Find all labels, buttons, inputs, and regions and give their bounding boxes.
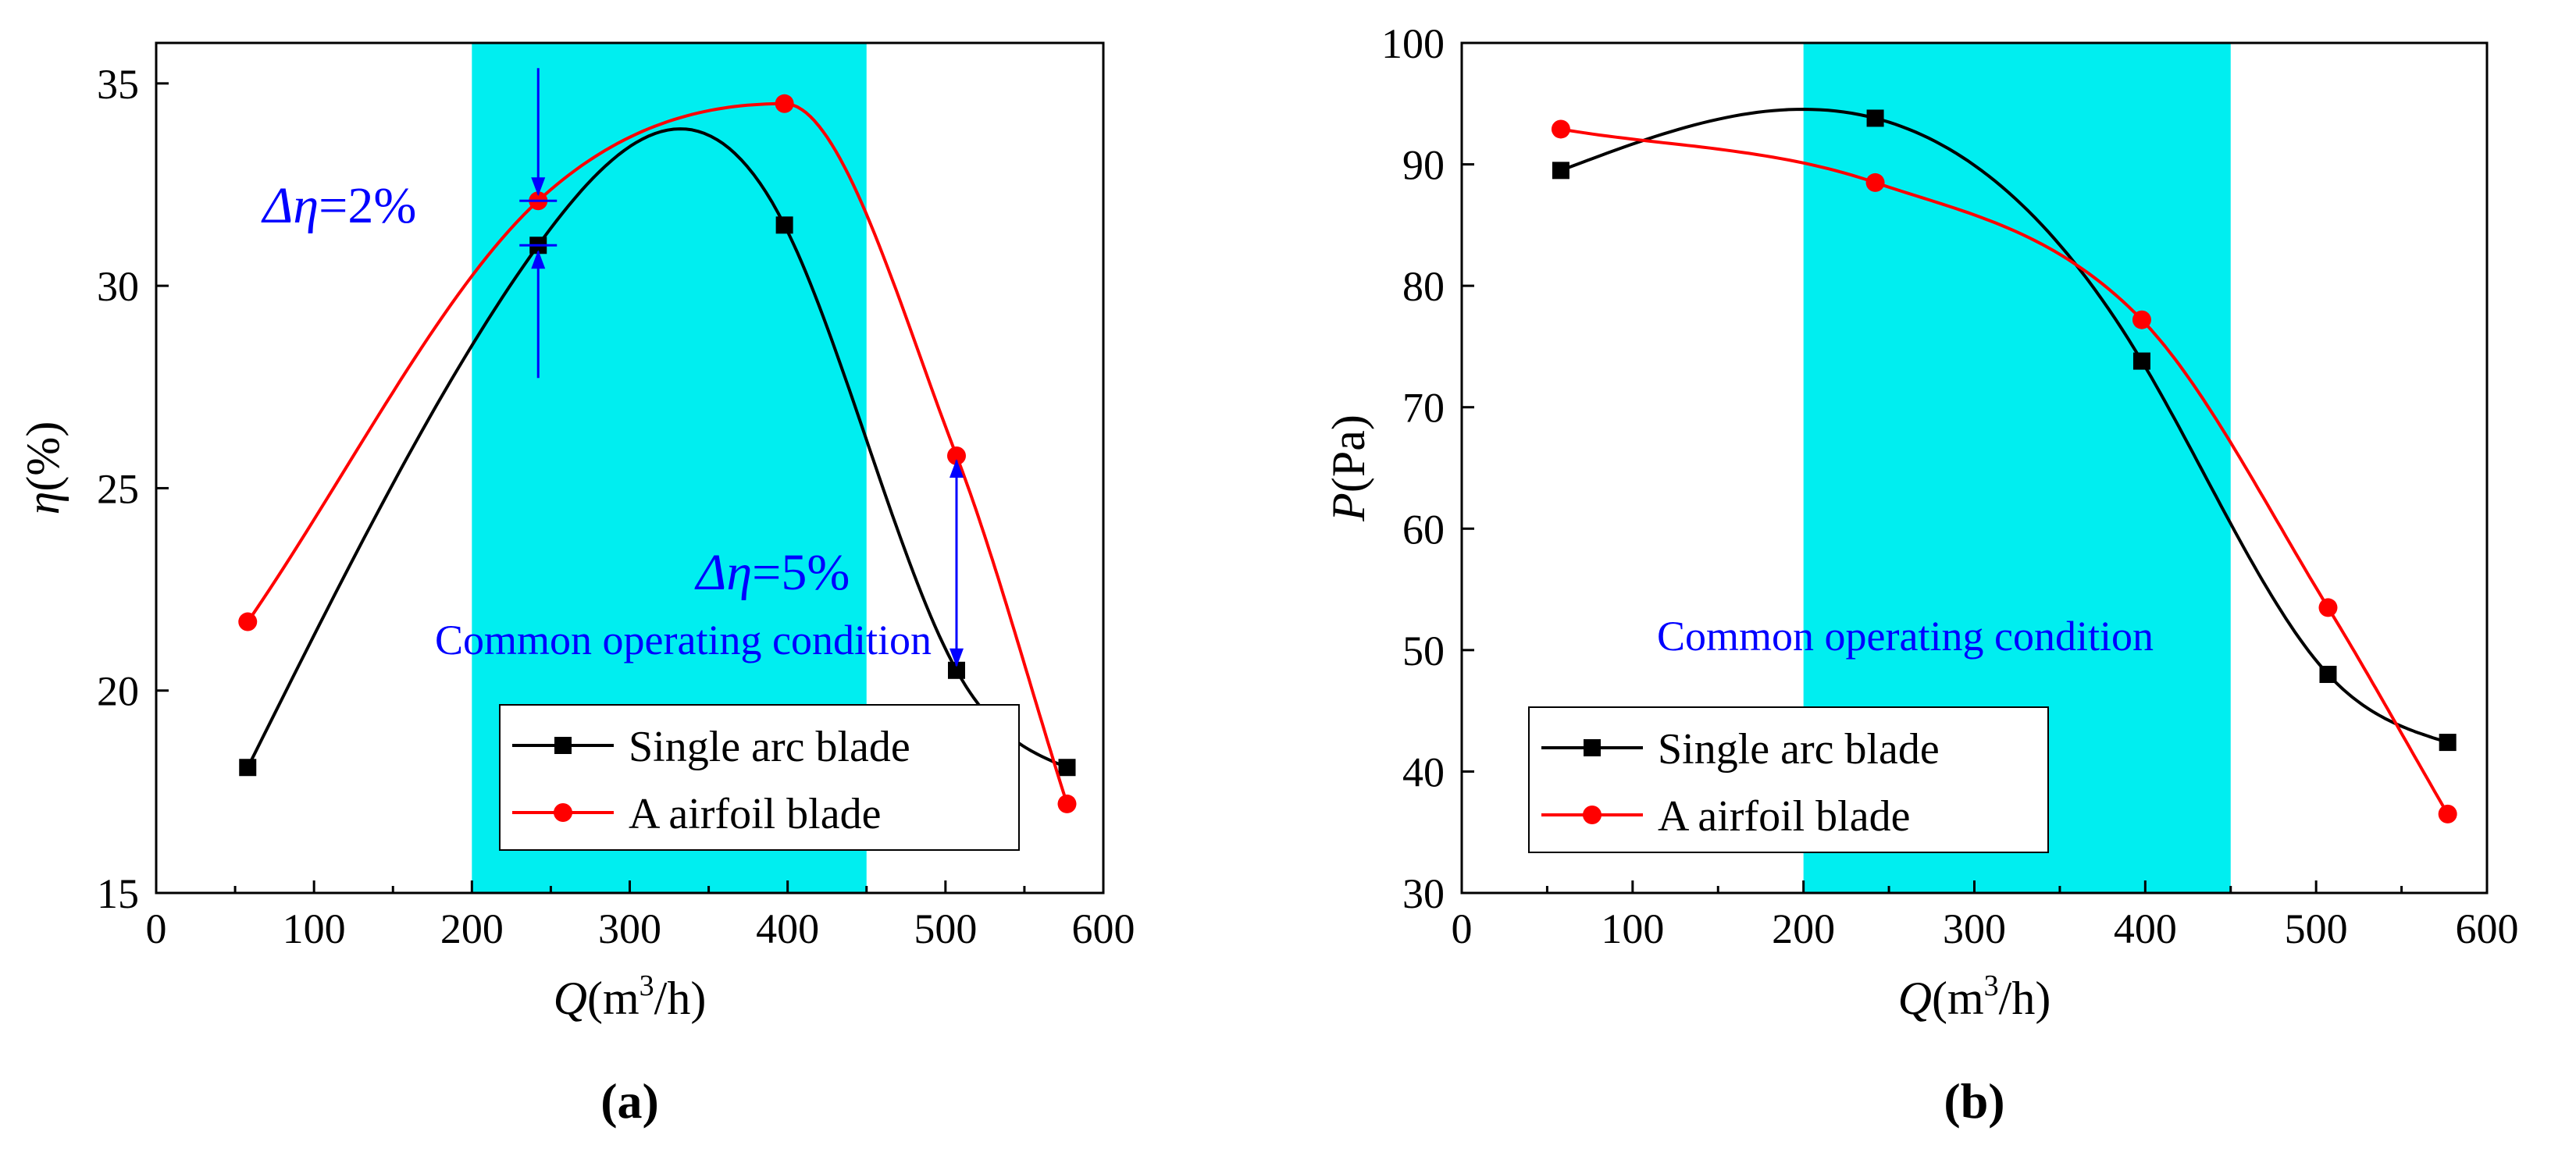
panel-label: (a) — [600, 1073, 659, 1129]
annotation-symbol: Δη — [694, 544, 752, 601]
y-tick-label: 25 — [97, 465, 139, 512]
y-tick-label: 90 — [1402, 142, 1445, 189]
x-tick-label: 300 — [598, 905, 661, 952]
legend-marker-circle — [1583, 806, 1602, 824]
annotation-delta-eta-label: Δη=5% — [694, 544, 850, 601]
data-point-airfoil-blade — [775, 94, 794, 113]
annotation-symbol: Δη — [261, 177, 319, 234]
y-tick-label: 100 — [1381, 20, 1445, 67]
legend-marker-circle — [554, 803, 572, 822]
annotation-arrowhead — [949, 458, 964, 478]
legend-box — [1528, 706, 2049, 853]
data-point-single-arc-blade — [1866, 109, 1884, 127]
annotation-value: =5% — [752, 544, 850, 601]
legend-label: Single arc blade — [629, 723, 910, 771]
data-point-airfoil-blade — [1865, 173, 1885, 192]
x-axis-label: Q(m3/h) — [554, 969, 707, 1024]
x-tick-label: 300 — [1943, 905, 2006, 952]
x-tick-label: 100 — [283, 905, 346, 952]
y-axis-unit: (Pa) — [1323, 414, 1374, 493]
data-point-single-arc-blade — [239, 759, 257, 777]
y-tick-label: 60 — [1402, 506, 1445, 553]
data-point-airfoil-blade — [1551, 119, 1570, 139]
annotation-arrowhead — [949, 648, 964, 667]
legend-marker-square — [554, 737, 572, 754]
x-axis-unit-suffix: /h) — [1999, 973, 2051, 1024]
x-tick-label: 0 — [1452, 905, 1473, 952]
data-point-airfoil-blade — [2318, 598, 2338, 617]
y-axis-label: η(%) — [17, 421, 69, 515]
data-point-airfoil-blade — [946, 446, 966, 465]
data-point-single-arc-blade — [1058, 759, 1076, 777]
legend-label: A airfoil blade — [629, 790, 881, 838]
shaded-region-label: Common operating condition — [435, 617, 932, 663]
data-point-single-arc-blade — [1552, 162, 1569, 180]
x-tick-label: 400 — [756, 905, 819, 952]
x-tick-label: 0 — [146, 905, 167, 952]
y-axis-unit: (%) — [17, 421, 69, 492]
x-tick-label: 400 — [2114, 905, 2177, 952]
x-axis-unit-prefix: (m — [1932, 973, 1984, 1024]
y-tick-label: 15 — [97, 870, 139, 917]
y-tick-label: 20 — [97, 668, 139, 715]
legend-label: A airfoil blade — [1658, 792, 1910, 841]
x-tick-label: 100 — [1601, 905, 1664, 952]
shaded-region-label: Common operating condition — [1657, 613, 2154, 660]
x-axis-unit-superscript: 3 — [1984, 969, 1999, 1002]
legend-box — [499, 704, 1020, 851]
x-axis-symbol: Q — [1898, 973, 1932, 1024]
legend: Single arc blade A airfoil blade — [499, 704, 1020, 851]
y-tick-label: 40 — [1402, 749, 1445, 795]
y-tick-label: 35 — [97, 61, 139, 108]
data-point-single-arc-blade — [947, 661, 965, 679]
legend-marker-square — [1584, 739, 1601, 756]
y-tick-label: 70 — [1402, 385, 1445, 432]
x-tick-label: 600 — [1072, 905, 1135, 952]
x-axis-symbol: Q — [554, 973, 587, 1024]
data-point-airfoil-blade — [2438, 804, 2457, 823]
y-tick-label: 30 — [1402, 870, 1445, 917]
data-point-single-arc-blade — [2439, 734, 2457, 752]
x-tick-label: 500 — [914, 905, 977, 952]
legend: Single arc blade A airfoil blade — [1528, 706, 2049, 853]
y-tick-label: 30 — [97, 263, 139, 310]
x-tick-label: 600 — [2456, 905, 2519, 952]
y-axis-symbol: η — [17, 492, 69, 515]
panel-a: 0 100 200 300 400 500 600 15 20 25 30 35 Q(m3/h) η(%)… — [17, 41, 1135, 1129]
data-point-airfoil-blade — [1057, 794, 1077, 813]
y-axis-symbol: P — [1323, 493, 1374, 522]
y-tick-label: 50 — [1402, 628, 1445, 674]
annotation-arrowhead — [531, 177, 546, 197]
annotation-delta-eta-label: Δη=2% — [261, 177, 417, 234]
x-axis-label: Q(m3/h) — [1898, 969, 2051, 1024]
x-axis-unit-suffix: /h) — [654, 973, 707, 1024]
data-point-airfoil-blade — [2132, 310, 2151, 329]
panel-label: (b) — [1944, 1073, 2004, 1129]
data-point-single-arc-blade — [2319, 665, 2337, 683]
data-point-airfoil-blade — [238, 612, 258, 631]
legend-label: Single arc blade — [1658, 725, 1940, 774]
annotation-arrowhead — [531, 250, 546, 269]
data-point-single-arc-blade — [775, 216, 793, 234]
y-tick-label: 80 — [1402, 263, 1445, 310]
x-tick-label: 200 — [440, 905, 504, 952]
x-tick-label: 500 — [2285, 905, 2348, 952]
annotation-value: =2% — [319, 177, 416, 234]
panel-b: 0 100 200 300 400 500 600 30 40 50 60 70 80 90 100 Q(m3… — [1323, 20, 2519, 1129]
data-point-single-arc-blade — [2132, 352, 2150, 370]
x-axis-unit-superscript: 3 — [640, 969, 654, 1002]
y-axis-label: P(Pa) — [1323, 414, 1374, 522]
x-axis-unit-prefix: (m — [587, 973, 640, 1024]
x-tick-label: 200 — [1772, 905, 1835, 952]
